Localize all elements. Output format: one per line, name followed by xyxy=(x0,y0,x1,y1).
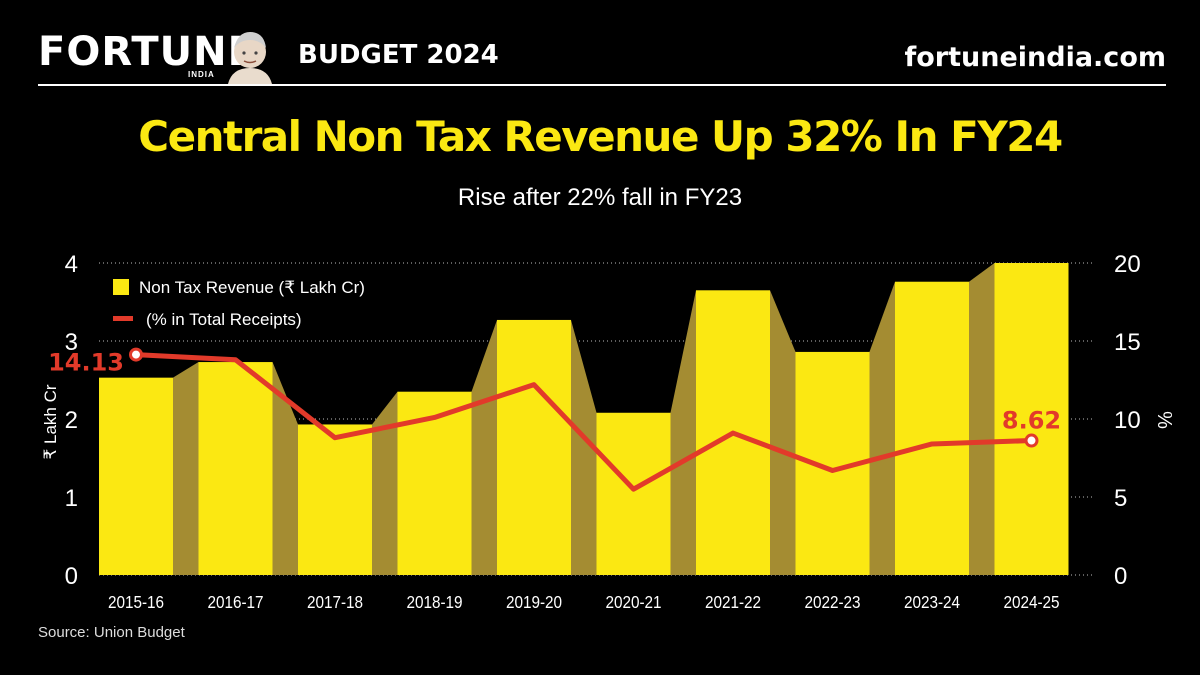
bar xyxy=(596,412,671,575)
data-point-marker xyxy=(1024,433,1039,448)
data-point-marker xyxy=(129,347,143,362)
bar-connector xyxy=(272,362,298,575)
bar-connector xyxy=(670,290,696,575)
data-label: 14.13 xyxy=(48,349,124,377)
x-tick-label: 2024-25 xyxy=(1003,592,1059,612)
x-tick-label: 2019-20 xyxy=(506,592,562,612)
y-right-tick-label: 20 xyxy=(1114,251,1141,278)
chart-subtitle: Rise after 22% fall in FY23 xyxy=(457,184,743,211)
x-tick-label: 2018-19 xyxy=(406,592,462,612)
x-tick-label: 2015-16 xyxy=(108,592,164,612)
x-tick-label: 2023-24 xyxy=(904,592,960,612)
data-label: 8.62 xyxy=(1002,407,1061,435)
legend-label-line: (% in Total Receipts) xyxy=(146,310,302,329)
y-tick-label: 3 xyxy=(65,329,78,356)
y-tick-label: 0 xyxy=(65,563,78,590)
x-tick-label: 2022-23 xyxy=(804,592,860,612)
y-tick-label: 2 xyxy=(65,407,78,434)
source-note: Source: Union Budget xyxy=(38,624,185,641)
bar-connector xyxy=(372,391,398,575)
legend-label-bar: Non Tax Revenue (₹ Lakh Cr) xyxy=(139,278,365,297)
y-right-tick-label: 10 xyxy=(1114,407,1141,434)
brand-sub-logo: INDIA xyxy=(188,70,215,79)
person-portrait-icon xyxy=(228,32,272,84)
y-right-axis-label: % xyxy=(1153,411,1175,429)
bar-connector xyxy=(571,319,597,575)
y-tick-label: 4 xyxy=(65,251,78,278)
y-tick-label: 1 xyxy=(65,485,78,512)
bar-connector xyxy=(969,263,995,575)
bar-connector xyxy=(770,290,796,575)
legend-swatch-line xyxy=(113,316,133,321)
bar xyxy=(298,424,372,575)
bar-connector xyxy=(471,319,497,575)
legend-swatch-bar xyxy=(113,279,129,295)
brand-logo: FORTUNE xyxy=(38,29,256,75)
bar xyxy=(895,281,969,575)
series-line-receipts-share xyxy=(133,352,1034,492)
x-tick-label: 2016-17 xyxy=(207,592,263,612)
header-divider xyxy=(38,84,1166,86)
x-tick-label: 2020-21 xyxy=(605,592,661,612)
bar-connector xyxy=(173,362,199,575)
y-right-tick-label: 0 xyxy=(1114,563,1127,590)
x-tick-label: 2017-18 xyxy=(307,592,363,612)
site-url[interactable]: fortuneindia.com xyxy=(904,42,1167,73)
y-right-tick-label: 5 xyxy=(1114,485,1127,512)
bar xyxy=(497,319,571,575)
y-right-tick-label: 15 xyxy=(1114,329,1141,356)
bar xyxy=(198,362,273,575)
bar-connector xyxy=(869,281,895,575)
bar xyxy=(99,377,173,575)
chart-title: Central Non Tax Revenue Up 32% In FY24 xyxy=(138,112,1063,161)
section-title: BUDGET 2024 xyxy=(298,40,499,70)
x-tick-label: 2021-22 xyxy=(705,592,761,612)
bar xyxy=(994,263,1069,575)
y-axis-label: ₹ Lakh Cr xyxy=(41,384,60,459)
